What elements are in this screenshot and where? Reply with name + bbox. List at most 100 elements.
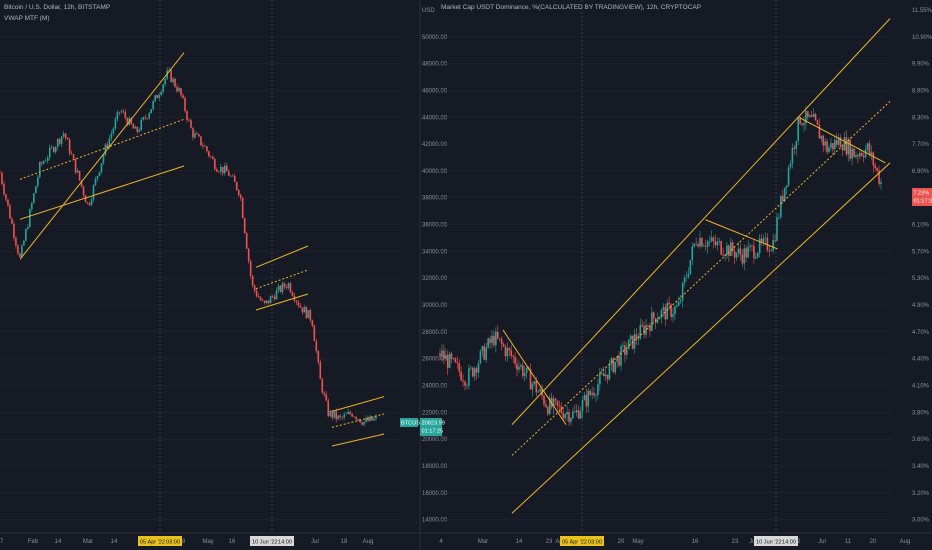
left-candle-body	[102, 155, 105, 164]
left-candle-body	[251, 276, 254, 286]
right-trend-line	[511, 18, 891, 425]
right-candle-body	[604, 374, 607, 377]
right-candle-body	[473, 368, 476, 377]
left-candle-body	[100, 163, 103, 173]
right-candle-body	[832, 143, 834, 150]
right-candle-body	[602, 373, 605, 377]
right-candle-body	[475, 368, 478, 373]
right-candle-body	[743, 248, 746, 264]
right-date-marker-time: 03:00	[588, 540, 602, 546]
right-y-tick: 4.10%	[912, 383, 930, 389]
left-candle-body	[198, 134, 200, 137]
right-x-tick: 4	[439, 539, 443, 545]
right-candle-body	[874, 165, 877, 168]
right-trend-line	[502, 329, 567, 425]
right-candle-body	[489, 338, 491, 344]
right-candle-body	[760, 238, 763, 243]
right-candle-body	[518, 366, 520, 370]
right-candle-body	[444, 354, 447, 359]
left-candle-body	[116, 111, 119, 120]
left-price-tag-countdown: 01:17:25	[422, 429, 444, 435]
left-candle-body	[9, 205, 11, 219]
right-candle-body	[822, 135, 825, 146]
right-candle-body	[845, 137, 848, 155]
right-date-marker	[754, 536, 798, 546]
left-y-tick: 30000.00	[422, 303, 448, 309]
right-x-tick: 20	[870, 539, 877, 545]
left-candle-body	[66, 138, 69, 140]
right-date-marker	[560, 536, 604, 546]
left-candle-body	[275, 290, 278, 300]
right-candle-body	[464, 381, 466, 386]
right-candle-body	[853, 148, 855, 157]
right-x-tick: Jul	[818, 539, 826, 545]
left-candle-body	[349, 411, 351, 415]
right-candle-body	[830, 143, 832, 148]
left-candle-body	[150, 109, 152, 114]
right-candle-body	[710, 237, 713, 242]
left-date-marker-time: 03:00	[166, 540, 180, 546]
right-candle-body	[577, 410, 580, 419]
left-candle-body	[35, 186, 37, 194]
right-candle-body	[570, 418, 572, 422]
right-candle-body	[814, 113, 817, 121]
left-candle-body	[307, 310, 310, 319]
right-candle-body	[739, 248, 742, 255]
left-candle-body	[297, 301, 300, 306]
right-candle-body	[587, 390, 590, 407]
left-candle-body	[86, 202, 89, 204]
left-candle-body	[19, 253, 21, 258]
left-candle-body	[31, 203, 33, 210]
left-candle-body	[323, 392, 326, 395]
right-candle-body	[612, 358, 615, 373]
left-candle-body	[313, 325, 316, 342]
right-candle-body	[624, 345, 626, 355]
left-candle-body	[168, 69, 170, 71]
right-candle-body	[866, 143, 869, 150]
left-candle-body	[158, 94, 160, 99]
right-trend-line	[511, 162, 891, 514]
right-candle-body	[656, 319, 659, 323]
left-candle-body	[44, 160, 47, 162]
left-candle-body	[40, 162, 43, 164]
right-candle-body	[872, 152, 875, 166]
left-candle-body	[216, 169, 218, 172]
right-candle-body	[691, 246, 694, 260]
right-candle-body	[876, 167, 878, 171]
left-candle-body	[76, 170, 79, 173]
right-candle-body	[533, 381, 536, 384]
left-candle-body	[222, 166, 224, 174]
left-candle-body	[88, 203, 91, 205]
left-candle-body	[371, 416, 373, 421]
left-candle-body	[269, 296, 272, 304]
right-y-tick: 11.55%	[912, 8, 932, 14]
left-x-tick: May	[202, 539, 213, 545]
left-candle-body	[361, 422, 363, 425]
right-candle-body	[780, 195, 782, 218]
right-x-tick: May	[632, 539, 643, 545]
left-trend-line	[19, 52, 185, 260]
right-candle-body	[575, 410, 578, 413]
left-indicator-label[interactable]: VWAP MTF (M)	[4, 15, 50, 22]
left-y-tick: 24000.00	[422, 383, 448, 389]
left-trend-line	[19, 165, 185, 220]
left-date-marker-label: 10 Jun '22	[252, 540, 278, 546]
left-candle-body	[210, 156, 212, 157]
right-candle-body	[756, 253, 759, 258]
left-y-tick: 34000.00	[422, 249, 448, 255]
left-candle-body	[80, 180, 83, 187]
left-candle-body	[291, 292, 294, 296]
left-candle-body	[343, 414, 345, 418]
right-candle-body	[639, 324, 642, 340]
right-candle-body	[662, 307, 665, 311]
right-trend-line	[799, 117, 886, 164]
left-candle-body	[261, 300, 264, 301]
right-candle-body	[493, 335, 495, 346]
right-candle-body	[470, 367, 472, 369]
left-candle-body	[78, 170, 81, 181]
right-candle-body	[676, 305, 678, 307]
right-candle-body	[697, 244, 699, 247]
right-candle-body	[579, 411, 582, 419]
